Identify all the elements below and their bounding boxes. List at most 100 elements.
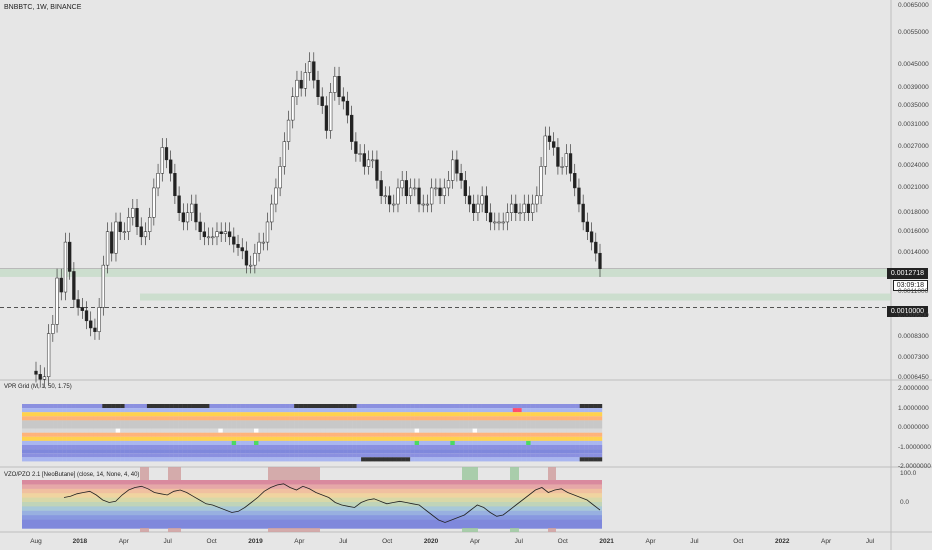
- vpr-cell: [75, 445, 81, 450]
- vpr-cell: [209, 416, 215, 421]
- vpr-cell: [414, 440, 420, 445]
- vpr-cell: [544, 404, 549, 409]
- vpr-cell: [39, 436, 45, 441]
- candle: [223, 231, 228, 234]
- vpr-cell: [71, 408, 76, 413]
- vpr-cell: [303, 440, 308, 445]
- vpr-cell: [146, 453, 152, 458]
- vpr-cell: [312, 453, 317, 458]
- vpr-cell: [169, 428, 174, 433]
- vpr-cell: [365, 412, 371, 417]
- candle: [51, 324, 55, 334]
- vpr-cell: [30, 420, 36, 425]
- vpr-cell: [276, 440, 281, 445]
- vpr-cell: [588, 457, 594, 462]
- candle: [543, 135, 547, 167]
- vpr-cell: [191, 424, 197, 429]
- vpr-cell: [294, 404, 299, 409]
- vpr-cell: [343, 432, 348, 437]
- vpr-cell: [548, 445, 554, 450]
- vpr-cell: [84, 428, 90, 433]
- vpr-cell: [84, 457, 90, 462]
- vpr-cell: [240, 420, 246, 425]
- vpr-cell: [468, 408, 473, 413]
- vpr-cell: [472, 424, 478, 429]
- vpr-cell: [405, 432, 411, 437]
- vpr-cell: [445, 408, 451, 413]
- time-axis-label: Jul: [339, 538, 348, 545]
- candle: [257, 241, 261, 254]
- vpr-cell: [254, 416, 259, 421]
- vpr-cell: [187, 420, 192, 425]
- vpr-cell: [584, 449, 589, 454]
- vpr-cell: [566, 416, 571, 421]
- candle: [135, 208, 139, 228]
- vpr-cell: [593, 416, 598, 421]
- vpr-cell: [561, 416, 567, 421]
- vpr-cell: [267, 404, 273, 409]
- vpr-cell: [222, 424, 228, 429]
- vpr-cell: [593, 424, 598, 429]
- vpr-cell: [196, 420, 201, 425]
- vpr-cell: [276, 436, 281, 441]
- vpr-cell: [57, 412, 63, 417]
- vpr-cell: [329, 416, 335, 421]
- vpr-cell: [303, 416, 308, 421]
- vpr-cell: [280, 428, 286, 433]
- vpr-cell: [490, 416, 496, 421]
- vpr-cell: [53, 420, 58, 425]
- vpr-pane-label: VPR Grid (M, 1, 50, 1.75): [4, 384, 72, 390]
- vpr-cell: [187, 412, 192, 417]
- vpr-cell: [285, 420, 290, 425]
- vpr-cell: [481, 453, 487, 458]
- vpr-cell: [164, 408, 170, 413]
- vpr-cell: [102, 424, 107, 429]
- candle: [295, 79, 299, 97]
- vpr-cell: [138, 457, 143, 462]
- vpr-cell: [303, 449, 308, 454]
- vpr-cell: [316, 457, 322, 462]
- vpr-cell: [405, 445, 411, 450]
- vpr-cell: [26, 416, 32, 421]
- vpr-cell: [312, 432, 317, 437]
- vpr-cell: [370, 432, 375, 437]
- vpr-cell: [62, 445, 67, 450]
- vpr-cell: [280, 424, 286, 429]
- vpr-cell: [512, 428, 518, 433]
- price-axis-label: 0.0008300: [898, 333, 929, 341]
- vpr-cell: [44, 453, 49, 458]
- vpr-cell: [468, 424, 473, 429]
- vpr-cell: [374, 445, 380, 450]
- vpr-cell: [267, 412, 273, 417]
- support-zone: [140, 293, 891, 301]
- vpr-cell: [526, 412, 531, 417]
- vpr-cell: [115, 416, 121, 421]
- vpr-cell: [436, 408, 442, 413]
- candle: [560, 166, 564, 168]
- vpr-cell: [303, 420, 308, 425]
- vpr-cell: [347, 404, 353, 409]
- vpr-cell: [209, 445, 215, 450]
- vpr-cell: [240, 449, 246, 454]
- vpr-cell: [222, 440, 228, 445]
- vpr-cell: [463, 453, 469, 458]
- vpr-cell: [570, 420, 576, 425]
- vpr-cell: [298, 428, 304, 433]
- vpr-cell: [374, 420, 380, 425]
- vpr-cell: [22, 457, 27, 462]
- vpr-cell: [588, 428, 594, 433]
- vpr-cell: [445, 428, 451, 433]
- vpr-cell: [312, 445, 317, 450]
- vpr-cell: [178, 457, 183, 462]
- vpr-cell: [347, 420, 353, 425]
- vpr-cell: [151, 412, 157, 417]
- vpr-cell: [151, 408, 157, 413]
- vpr-cell: [561, 408, 567, 413]
- vpr-cell: [146, 449, 152, 454]
- vpr-cell: [71, 428, 76, 433]
- vpr-cell: [575, 449, 580, 454]
- vpr-cell: [490, 420, 496, 425]
- vpr-cell: [508, 436, 513, 441]
